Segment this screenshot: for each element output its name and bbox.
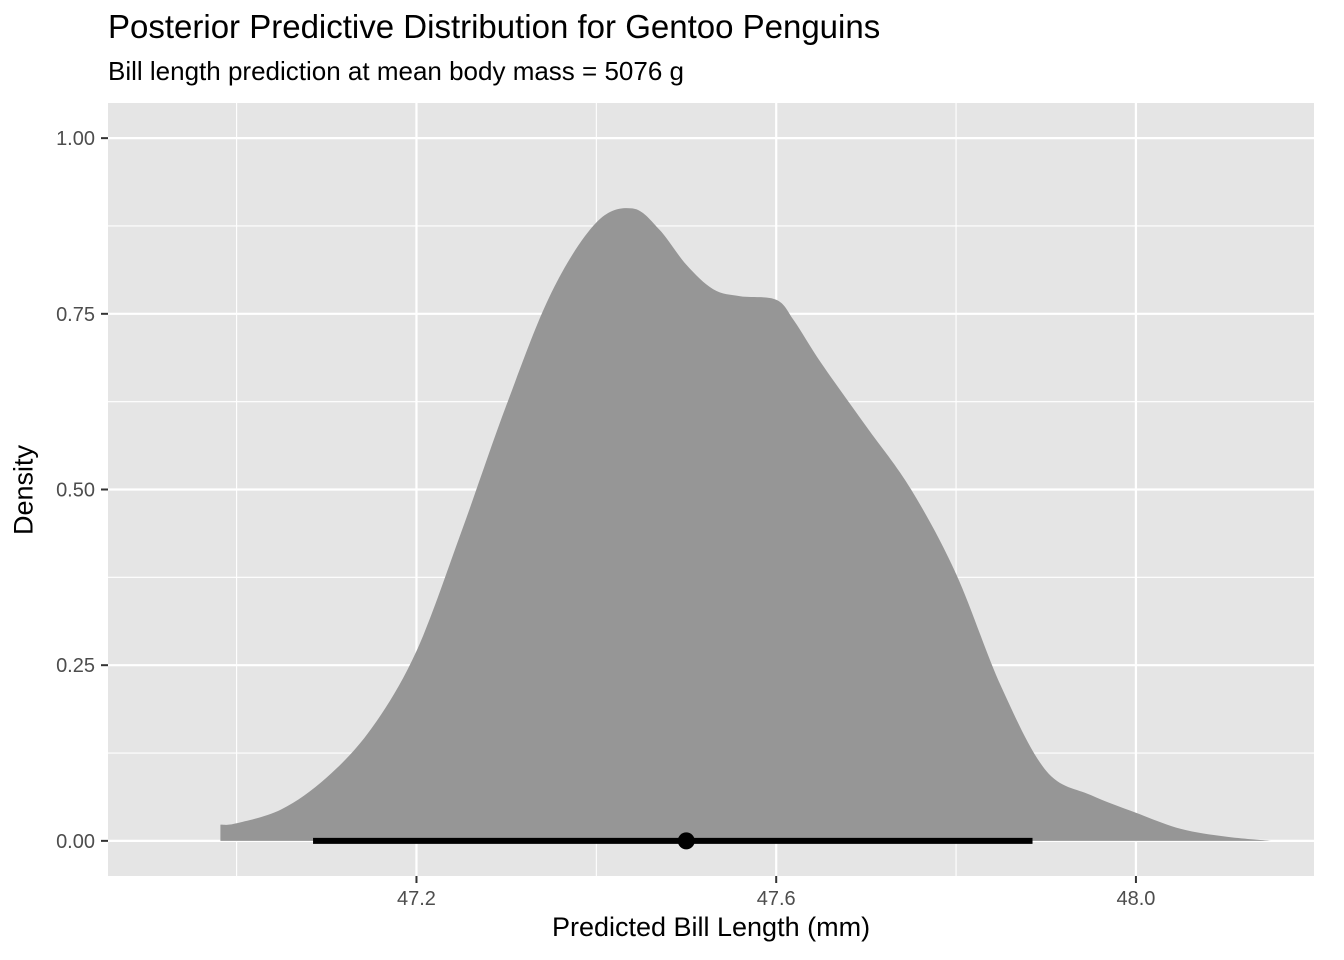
x-tick-label: 47.6: [757, 888, 796, 910]
x-tick-label: 47.2: [397, 888, 436, 910]
chart-title: Posterior Predictive Distribution for Ge…: [108, 8, 881, 45]
point-estimate: [677, 832, 695, 850]
chart-subtitle: Bill length prediction at mean body mass…: [108, 56, 684, 86]
y-tick-label: 0.50: [56, 480, 95, 502]
y-axis-label: Density: [8, 444, 39, 536]
y-tick-label: 0.75: [56, 304, 95, 326]
density-area: [220, 208, 1271, 841]
x-tick-label: 48.0: [1116, 888, 1155, 910]
y-tick-label: 0.25: [56, 655, 95, 677]
y-tick-label: 1.00: [56, 128, 95, 150]
y-tick-label: 0.00: [56, 831, 95, 853]
x-axis-label: Predicted Bill Length (mm): [551, 912, 871, 942]
